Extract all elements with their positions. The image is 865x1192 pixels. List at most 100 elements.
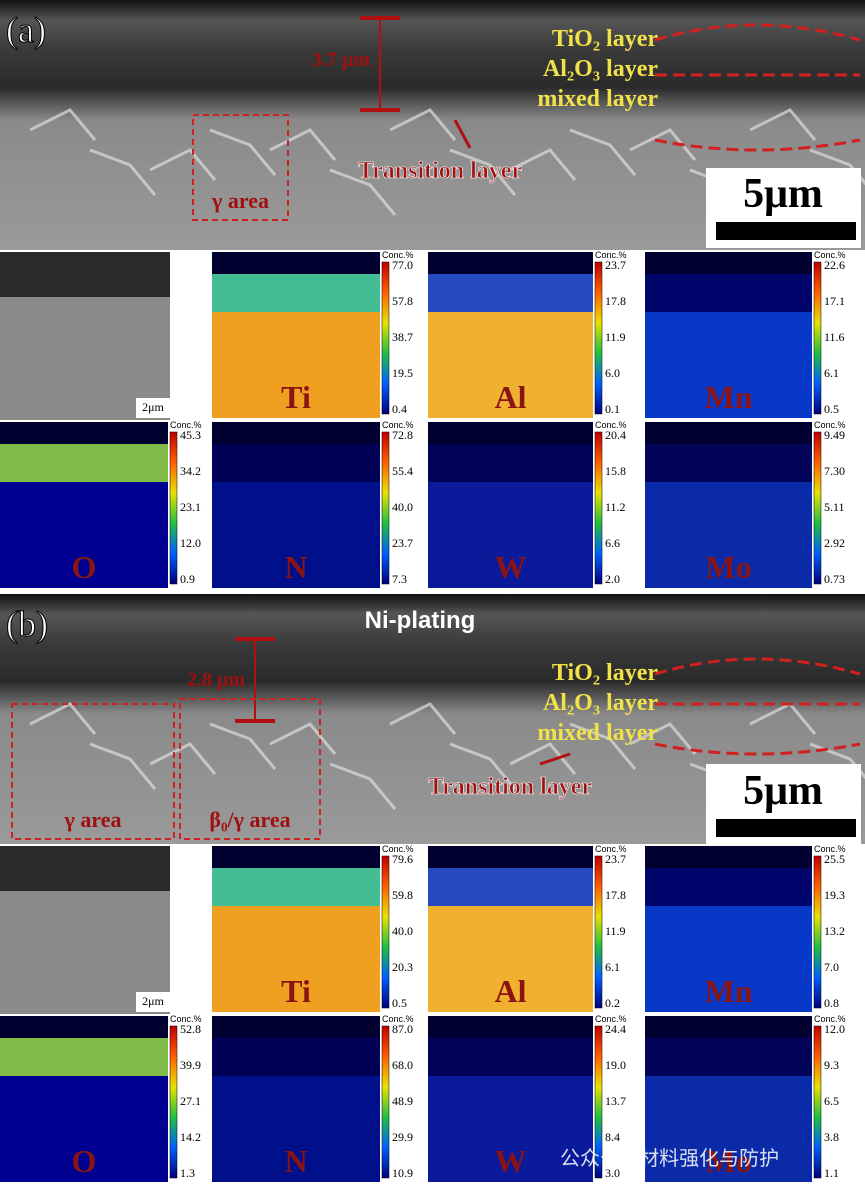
colorbar-tick: 13.7 — [605, 1094, 626, 1108]
colorbar-tick: 11.6 — [824, 330, 845, 344]
eds-map-top — [428, 1016, 593, 1038]
bright-phase — [629, 722, 697, 755]
colorbar-tick: 12.0 — [180, 536, 201, 550]
conc-label: Conc.% — [595, 250, 627, 260]
bright-phase — [149, 148, 217, 181]
conc-label: Conc.% — [382, 250, 414, 260]
bright-phase — [209, 128, 277, 176]
bright-phase — [449, 148, 517, 196]
bright-phase — [749, 108, 817, 141]
bright-phase — [269, 128, 337, 161]
eds-map-top — [645, 252, 812, 274]
colorbar — [594, 431, 603, 585]
colorbar-tick: 7.0 — [824, 960, 839, 974]
eds-map-top — [645, 422, 812, 444]
conc-label: Conc.% — [382, 1014, 414, 1024]
colorbar — [381, 855, 390, 1009]
bright-phase — [29, 108, 97, 141]
colorbar-tick: 23.7 — [605, 852, 626, 866]
colorbar-tick: 19.3 — [824, 888, 845, 902]
scale-label: 5μm — [743, 171, 823, 217]
bright-phase — [89, 148, 157, 196]
eds-map-top — [645, 1016, 812, 1038]
colorbar-tick: 8.4 — [605, 1130, 620, 1144]
colorbar-tick: 6.1 — [824, 366, 839, 380]
bright-phase — [569, 722, 637, 770]
eds-map-layer — [428, 444, 593, 482]
colorbar-tick: 29.9 — [392, 1130, 413, 1144]
colorbar-tick: 9.49 — [824, 428, 845, 442]
colorbar-tick: 55.4 — [392, 464, 413, 478]
colorbar — [169, 1025, 178, 1179]
small-scale-label: 2μm — [142, 994, 164, 1008]
colorbar-tick: 20.4 — [605, 428, 626, 442]
bright-phase — [89, 742, 157, 790]
colorbar-tick: 0.2 — [605, 996, 620, 1010]
bright-phase — [389, 108, 457, 141]
element-label: W — [495, 1143, 527, 1179]
colorbar-tick: 77.0 — [392, 258, 413, 272]
colorbar-tick: 59.8 — [392, 888, 413, 902]
eds-map-layer — [212, 274, 380, 312]
colorbar-tick: 11.9 — [605, 330, 626, 344]
layer-outline — [654, 657, 861, 756]
conc-label: Conc.% — [595, 844, 627, 854]
colorbar-tick: 38.7 — [392, 330, 413, 344]
layer-label: TiO₂ layer — [552, 660, 658, 686]
conc-label: Conc.% — [382, 844, 414, 854]
colorbar-tick: 7.3 — [392, 572, 407, 586]
colorbar-tick: 52.8 — [180, 1022, 201, 1036]
eds-map-top — [212, 252, 380, 274]
colorbar-tick: 27.1 — [180, 1094, 201, 1108]
layer-label: mixed layer — [537, 720, 658, 746]
colorbar-tick: 0.73 — [824, 572, 845, 586]
colorbar-tick: 1.3 — [180, 1166, 195, 1180]
area-box — [179, 698, 321, 840]
eds-map-layer — [212, 444, 380, 482]
colorbar-tick: 1.1 — [824, 1166, 839, 1180]
colorbar-tick: 11.2 — [605, 500, 626, 514]
colorbar-tick: 6.0 — [605, 366, 620, 380]
colorbar-tick: 39.9 — [180, 1058, 201, 1072]
conc-label: Conc.% — [382, 420, 414, 430]
colorbar-tick: 72.8 — [392, 428, 413, 442]
eds-map-top — [0, 1016, 168, 1038]
colorbar — [169, 431, 178, 585]
colorbar-tick: 12.0 — [824, 1022, 845, 1036]
bright-phase — [629, 128, 697, 161]
colorbar-tick: 0.9 — [180, 572, 195, 586]
scale-bar — [716, 819, 856, 837]
colorbar-tick: 0.8 — [824, 996, 839, 1010]
panel-label: (a) — [6, 10, 46, 50]
eds-map-layer — [428, 1038, 593, 1076]
eds-map-top — [212, 422, 380, 444]
thickness-label: 3.7 μm — [312, 49, 370, 71]
bright-phase — [329, 168, 397, 216]
colorbar-tick: 48.9 — [392, 1094, 413, 1108]
bright-phase — [449, 742, 517, 790]
colorbar-tick: 3.0 — [605, 1166, 620, 1180]
area-label: β₀/γ area — [209, 807, 290, 832]
layer-outline — [654, 23, 861, 152]
colorbar-tick: 6.5 — [824, 1094, 839, 1108]
colorbar — [813, 1025, 822, 1179]
colorbar-tick: 5.11 — [824, 500, 845, 514]
element-label: N — [284, 1143, 307, 1179]
bright-phase — [569, 128, 637, 176]
conc-label: Conc.% — [814, 250, 846, 260]
element-label: Al — [495, 379, 527, 415]
small-scale-box — [136, 992, 170, 1012]
colorbar-tick: 0.5 — [824, 402, 839, 416]
colorbar-tick: 34.2 — [180, 464, 201, 478]
ni-plating-label: Ni-plating — [365, 607, 476, 634]
eds-map-layer — [645, 1038, 812, 1076]
layer-label: Al₂O₃ layer — [543, 56, 658, 82]
bright-phase — [269, 722, 337, 755]
eds-map-layer — [212, 1038, 380, 1076]
transition-label: Transition layer — [358, 158, 523, 184]
colorbar-tick: 14.2 — [180, 1130, 201, 1144]
scale-label: 5μm — [743, 768, 823, 814]
colorbar-tick: 19.0 — [605, 1058, 626, 1072]
colorbar-tick: 11.9 — [605, 924, 626, 938]
